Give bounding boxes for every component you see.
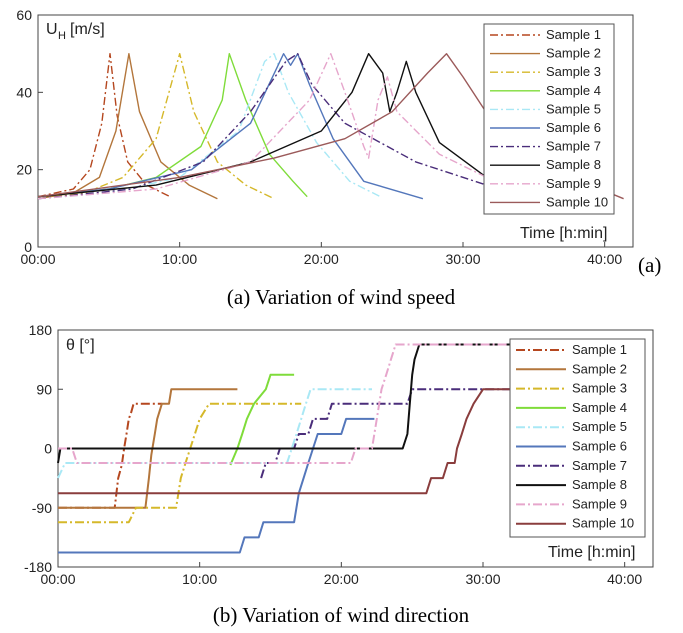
chart-1-xtick-label: 20:00 bbox=[324, 571, 359, 587]
chart-1-legend-box bbox=[509, 338, 646, 538]
legend-label-10: Sample 10 bbox=[546, 194, 608, 209]
chart-a-ylabel-unit: [m/s] bbox=[70, 21, 105, 38]
chart-1-xtick-label: 30:00 bbox=[465, 571, 500, 587]
caption-b: (b) Variation of wind direction bbox=[213, 603, 470, 627]
chart-0-ytick-label: 20 bbox=[16, 162, 32, 178]
legend-label-9: Sample 9 bbox=[572, 496, 627, 511]
chart-1-ytick-label: 0 bbox=[44, 441, 52, 457]
series-line-8 bbox=[37, 53, 577, 200]
legend-label-1: Sample 1 bbox=[546, 27, 601, 42]
chart-b: 00:00 10:00 20:00 30:00 40:00 -180 -90 0 90 180 S… bbox=[24, 322, 654, 587]
chart-a-series bbox=[37, 53, 624, 200]
series-line-8 bbox=[57, 343, 590, 464]
chart-a: 00:00 10:00 20:00 30:00 40:00 0 20 40 60 Sample … bbox=[16, 7, 661, 277]
legend-label-1: Sample 1 bbox=[572, 342, 627, 357]
series-line-9 bbox=[58, 343, 630, 464]
series-line-7 bbox=[37, 53, 546, 200]
chart-1-xtick-label: 00:00 bbox=[40, 571, 75, 587]
chart-b-legend: Sample 1 Sample 2 Sample 3 Sample 4 Sample 5… bbox=[509, 338, 646, 538]
chart-1-ytick-label: 90 bbox=[36, 381, 52, 397]
chart-0-legend-box bbox=[483, 23, 615, 215]
chart-a-ylabel-main: U bbox=[46, 21, 58, 38]
legend-label-3: Sample 3 bbox=[572, 381, 627, 396]
chart-1-xtick-label: 10:00 bbox=[182, 571, 217, 587]
legend-label-4: Sample 4 bbox=[572, 400, 627, 415]
chart-0-ytick-label: 0 bbox=[24, 239, 32, 255]
chart-1-xtick-label: 40:00 bbox=[607, 571, 642, 587]
legend-label-6: Sample 6 bbox=[546, 120, 601, 135]
series-line-4 bbox=[229, 373, 295, 466]
legend-label-10: Sample 10 bbox=[572, 516, 634, 531]
legend-label-7: Sample 7 bbox=[572, 458, 627, 473]
panel-label-a: (a) bbox=[638, 253, 661, 277]
legend-label-6: Sample 6 bbox=[572, 439, 627, 454]
legend-label-9: Sample 9 bbox=[546, 176, 601, 191]
legend-label-2: Sample 2 bbox=[546, 46, 601, 61]
chart-0-xtick-label: 40:00 bbox=[587, 251, 622, 267]
legend-label-8: Sample 8 bbox=[546, 157, 601, 172]
series-line-6 bbox=[37, 53, 424, 200]
legend-label-5: Sample 5 bbox=[572, 419, 627, 434]
chart-1-ytick-label: 180 bbox=[29, 322, 53, 338]
chart-1-ytick-label: -90 bbox=[32, 500, 52, 516]
legend-label-3: Sample 3 bbox=[546, 64, 601, 79]
series-line-1 bbox=[37, 53, 171, 198]
series-line-6 bbox=[58, 417, 375, 554]
legend-label-5: Sample 5 bbox=[546, 101, 601, 116]
chart-0-xtick-label: 20:00 bbox=[304, 251, 339, 267]
series-line-9 bbox=[37, 53, 615, 200]
chart-0-xtick-label: 30:00 bbox=[445, 251, 480, 267]
chart-0-ytick-label: 60 bbox=[16, 7, 32, 23]
series-line-3 bbox=[37, 53, 275, 200]
chart-a-ticks: 00:00 10:00 20:00 30:00 40:00 0 20 40 60 bbox=[16, 7, 622, 267]
chart-b-ticks: 00:00 10:00 20:00 30:00 40:00 -180 -90 0 90 180 bbox=[24, 322, 642, 587]
chart-0-xtick-label: 10:00 bbox=[162, 251, 197, 267]
caption-a: (a) Variation of wind speed bbox=[227, 285, 456, 309]
chart-b-ylabel: θ [°] bbox=[66, 337, 95, 354]
legend-label-4: Sample 4 bbox=[546, 83, 601, 98]
chart-0-xtick-label: 00:00 bbox=[20, 251, 55, 267]
chart-1-ytick-label: -180 bbox=[24, 559, 52, 575]
chart-a-xlabel: Time [h:min] bbox=[520, 225, 607, 242]
chart-a-legend: Sample 1 Sample 2 Sample 3 Sample 4 Sample 5… bbox=[483, 23, 615, 215]
legend-label-7: Sample 7 bbox=[546, 139, 601, 154]
chart-a-ylabel-sub: H bbox=[58, 30, 66, 42]
legend-label-8: Sample 8 bbox=[572, 477, 627, 492]
legend-label-2: Sample 2 bbox=[572, 361, 627, 376]
chart-b-xlabel: Time [h:min] bbox=[548, 544, 635, 561]
chart-0-ytick-label: 40 bbox=[16, 84, 32, 100]
